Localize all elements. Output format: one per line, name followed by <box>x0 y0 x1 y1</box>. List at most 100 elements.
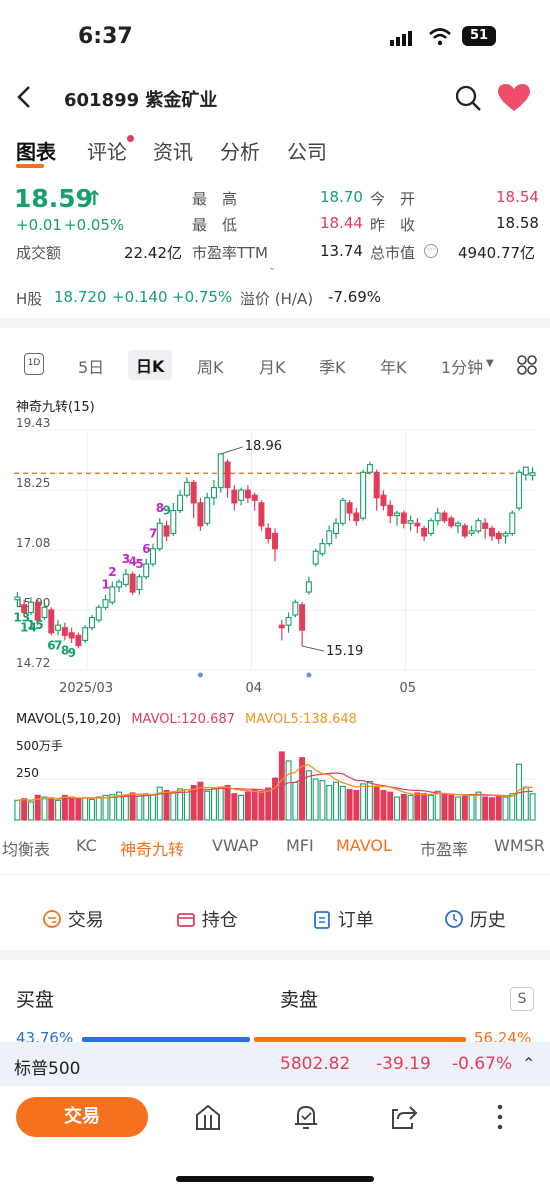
td-count-mark: 7 <box>149 527 157 541</box>
tab-active-indicator <box>16 164 44 168</box>
tab-analysis[interactable]: 分析 <box>220 140 260 164</box>
top-nav: 601899 紫金矿业 <box>0 78 550 118</box>
ind-wmsr[interactable]: WMSR <box>494 836 545 855</box>
candle-body <box>95 606 102 621</box>
home-indicator <box>176 1176 374 1182</box>
candle-body <box>339 499 346 524</box>
volume-tick-label: 250 <box>16 766 39 780</box>
index-ticker[interactable]: 标普500 5802.82 -39.19 -0.67% ⌃ <box>0 1042 550 1086</box>
period-selector: 1D 5日 日K 周K 月K 季K 年K 1分钟 ▼ <box>0 348 550 382</box>
x-tick-label: 04 <box>246 681 263 696</box>
candle-body <box>149 548 156 565</box>
ind-ichimoku[interactable]: 均衡表 <box>2 840 51 859</box>
turnover-value: 22.42亿 <box>124 244 182 262</box>
candlestick-chart[interactable]: 神奇九转(15)19.4318.2517.0815.9014.722025/03… <box>0 394 550 704</box>
volume-bar <box>116 791 123 821</box>
candle-body <box>516 471 523 509</box>
candle-body <box>366 464 373 473</box>
section-divider <box>0 318 550 328</box>
ind-td-sequential[interactable]: 神奇九转 <box>120 840 185 859</box>
candle-body <box>265 527 272 540</box>
volume-bar <box>231 793 238 821</box>
td-count-mark: 6 <box>142 542 150 556</box>
ind-mfi[interactable]: MFI <box>286 836 314 855</box>
volume-bar <box>319 780 326 821</box>
tab-chart[interactable]: 图表 <box>16 140 56 164</box>
dropdown-caret-icon[interactable]: ▼ <box>486 358 494 369</box>
expand-chevron-icon[interactable]: ⌄ <box>268 262 277 273</box>
tab-company[interactable]: 公司 <box>287 140 327 164</box>
ticker-change: -39.19 <box>376 1054 431 1074</box>
period-5d[interactable]: 5日 <box>78 358 105 377</box>
candle-body <box>41 606 48 619</box>
volume-bar <box>143 793 150 821</box>
candle-body <box>231 489 238 504</box>
volume-bar <box>448 794 455 821</box>
candle-body <box>407 520 414 524</box>
alert-bell-icon[interactable] <box>292 1102 320 1136</box>
back-icon[interactable] <box>14 84 34 115</box>
low-value: 18.44 <box>320 214 363 232</box>
candle-body <box>387 504 394 517</box>
volume-bar <box>109 794 116 821</box>
history-action[interactable]: 历史 <box>444 906 506 932</box>
volume-bar <box>346 789 353 821</box>
period-weekly-k[interactable]: 周K <box>197 358 224 377</box>
ind-pe[interactable]: 市盈率 <box>420 840 469 859</box>
share-icon[interactable] <box>390 1103 418 1135</box>
period-quarterly-k[interactable]: 季K <box>319 358 346 377</box>
candle-body <box>244 489 251 499</box>
orderbook-settings-icon[interactable]: S <box>510 987 534 1011</box>
indicator-tabs: 均衡表 KC 神奇九转 VWAP MFI MAVOL 市盈率 WMSR <box>0 834 550 864</box>
more-vertical-icon[interactable] <box>496 1104 504 1134</box>
clipboard-icon <box>314 911 330 929</box>
positions-action[interactable]: 持仓 <box>176 906 238 932</box>
tab-news[interactable]: 资讯 <box>153 140 193 164</box>
ind-kc[interactable]: KC <box>76 836 97 855</box>
td-count-mark: 2 <box>108 565 116 579</box>
volume-bar <box>34 794 41 821</box>
bank-icon[interactable] <box>194 1103 222 1135</box>
candle-body <box>68 632 75 639</box>
candle-body <box>400 512 407 524</box>
trade-button[interactable]: 交易 <box>16 1097 148 1137</box>
more-info-icon[interactable]: ··· <box>424 244 438 258</box>
mcap-label: 总市值 <box>370 244 416 262</box>
candle-body <box>488 527 495 537</box>
expand-up-icon[interactable]: ⌃ <box>522 1054 536 1073</box>
volume-bar <box>95 796 102 821</box>
grid-menu-icon[interactable] <box>516 354 538 380</box>
mavol-legend: MAVOL(5,10,20) MAVOL:120.687 MAVOL5:138.… <box>16 712 357 727</box>
period-monthly-k[interactable]: 月K <box>259 358 286 377</box>
favorite-heart-icon[interactable] <box>498 84 530 116</box>
period-1min[interactable]: 1分钟 <box>441 358 484 377</box>
volume-bar <box>292 781 299 821</box>
candle-body <box>102 599 109 608</box>
sell-ratio-bar <box>254 1037 466 1042</box>
volume-chart[interactable]: 500万手 250 <box>0 734 550 826</box>
period-1d-icon[interactable]: 1D <box>24 353 44 375</box>
candle-body <box>238 489 245 501</box>
volume-bar <box>122 794 129 821</box>
volume-unit-label: 500万手 <box>16 739 63 753</box>
search-icon[interactable] <box>454 84 482 116</box>
ind-mavol[interactable]: MAVOL <box>336 836 392 855</box>
trade-action[interactable]: 交易 <box>42 906 104 932</box>
candle-body <box>529 472 536 476</box>
td-count-mark: 4 <box>129 555 137 569</box>
period-daily-k[interactable]: 日K <box>128 350 173 380</box>
signal-icon <box>390 30 414 50</box>
orders-action[interactable]: 订单 <box>312 906 374 932</box>
candle-body <box>468 530 475 534</box>
tab-comments[interactable]: 评论 <box>87 140 127 164</box>
period-yearly-k[interactable]: 年K <box>380 358 407 377</box>
volume-bar <box>434 790 441 821</box>
volume-bar <box>495 795 502 821</box>
candle-body <box>163 525 170 537</box>
ind-vwap[interactable]: VWAP <box>212 836 259 855</box>
candle-body <box>509 512 516 534</box>
td-count-mark: 8 <box>61 643 69 657</box>
candle-body <box>258 502 265 527</box>
candle-body <box>48 609 55 634</box>
volume-bar <box>461 795 468 821</box>
